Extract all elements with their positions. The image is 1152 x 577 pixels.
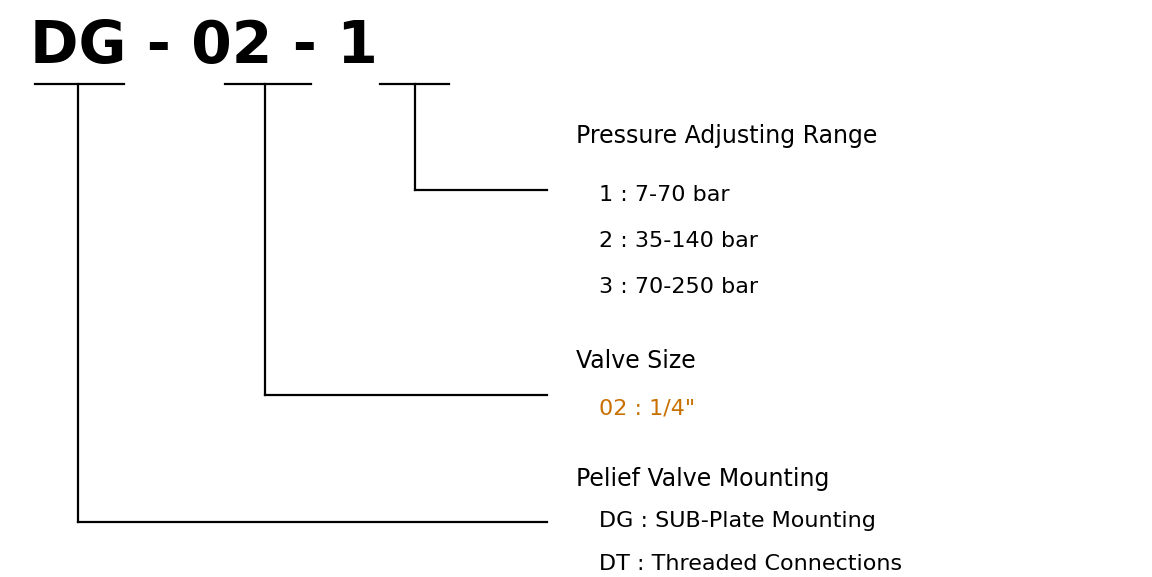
Text: Valve Size: Valve Size: [576, 349, 696, 373]
Text: DG - 02 - 1: DG - 02 - 1: [30, 18, 378, 75]
Text: Pelief Valve Mounting: Pelief Valve Mounting: [576, 467, 829, 492]
Text: Pressure Adjusting Range: Pressure Adjusting Range: [576, 124, 878, 148]
Text: DG : SUB-Plate Mounting: DG : SUB-Plate Mounting: [599, 511, 876, 531]
Text: 2 : 35-140 bar: 2 : 35-140 bar: [599, 231, 758, 251]
Text: 1 : 7-70 bar: 1 : 7-70 bar: [599, 185, 729, 205]
Text: DT : Threaded Connections: DT : Threaded Connections: [599, 554, 902, 574]
Text: 3 : 70-250 bar: 3 : 70-250 bar: [599, 277, 758, 297]
Text: 02 : 1/4": 02 : 1/4": [599, 398, 695, 418]
